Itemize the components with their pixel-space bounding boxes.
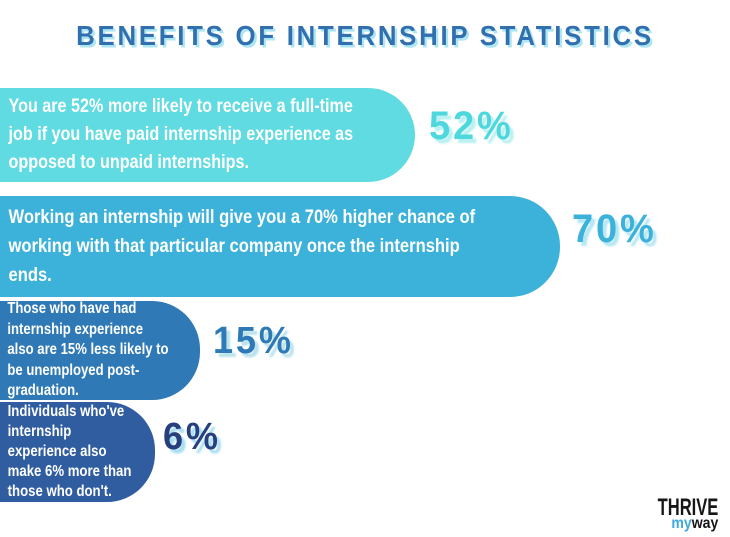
stat-text-company-chance: Working an internship will give you a 70… <box>8 206 476 286</box>
stat-value-70: 70% <box>572 207 657 251</box>
stat-bar-salary: Individuals who've internship experience… <box>0 402 155 502</box>
brand-logo-thrive: THRIVE <box>657 492 718 521</box>
stat-text-paid-internship: You are 52% more likely to receive a ful… <box>8 96 354 173</box>
stat-text-salary: Individuals who've internship experience… <box>7 403 132 500</box>
stat-value-15: 15% <box>213 320 294 362</box>
brand-logo-my: my <box>671 515 692 532</box>
page-title: BENEFITS OF INTERNSHIP STATISTICS <box>76 20 654 51</box>
stat-value-6: 6% <box>163 416 221 458</box>
brand-logo: THRIVE myway <box>634 492 718 532</box>
stat-bar-unemployment: Those who have had internship experience… <box>0 301 200 400</box>
stat-bar-paid-internship: You are 52% more likely to receive a ful… <box>0 88 415 182</box>
stat-text-unemployment: Those who have had internship experience… <box>7 301 169 400</box>
brand-logo-way: way <box>691 515 718 532</box>
stat-bar-company-chance: Working an internship will give you a 70… <box>0 196 560 297</box>
stat-value-52: 52% <box>429 104 514 148</box>
brand-logo-myway: myway <box>644 515 718 532</box>
